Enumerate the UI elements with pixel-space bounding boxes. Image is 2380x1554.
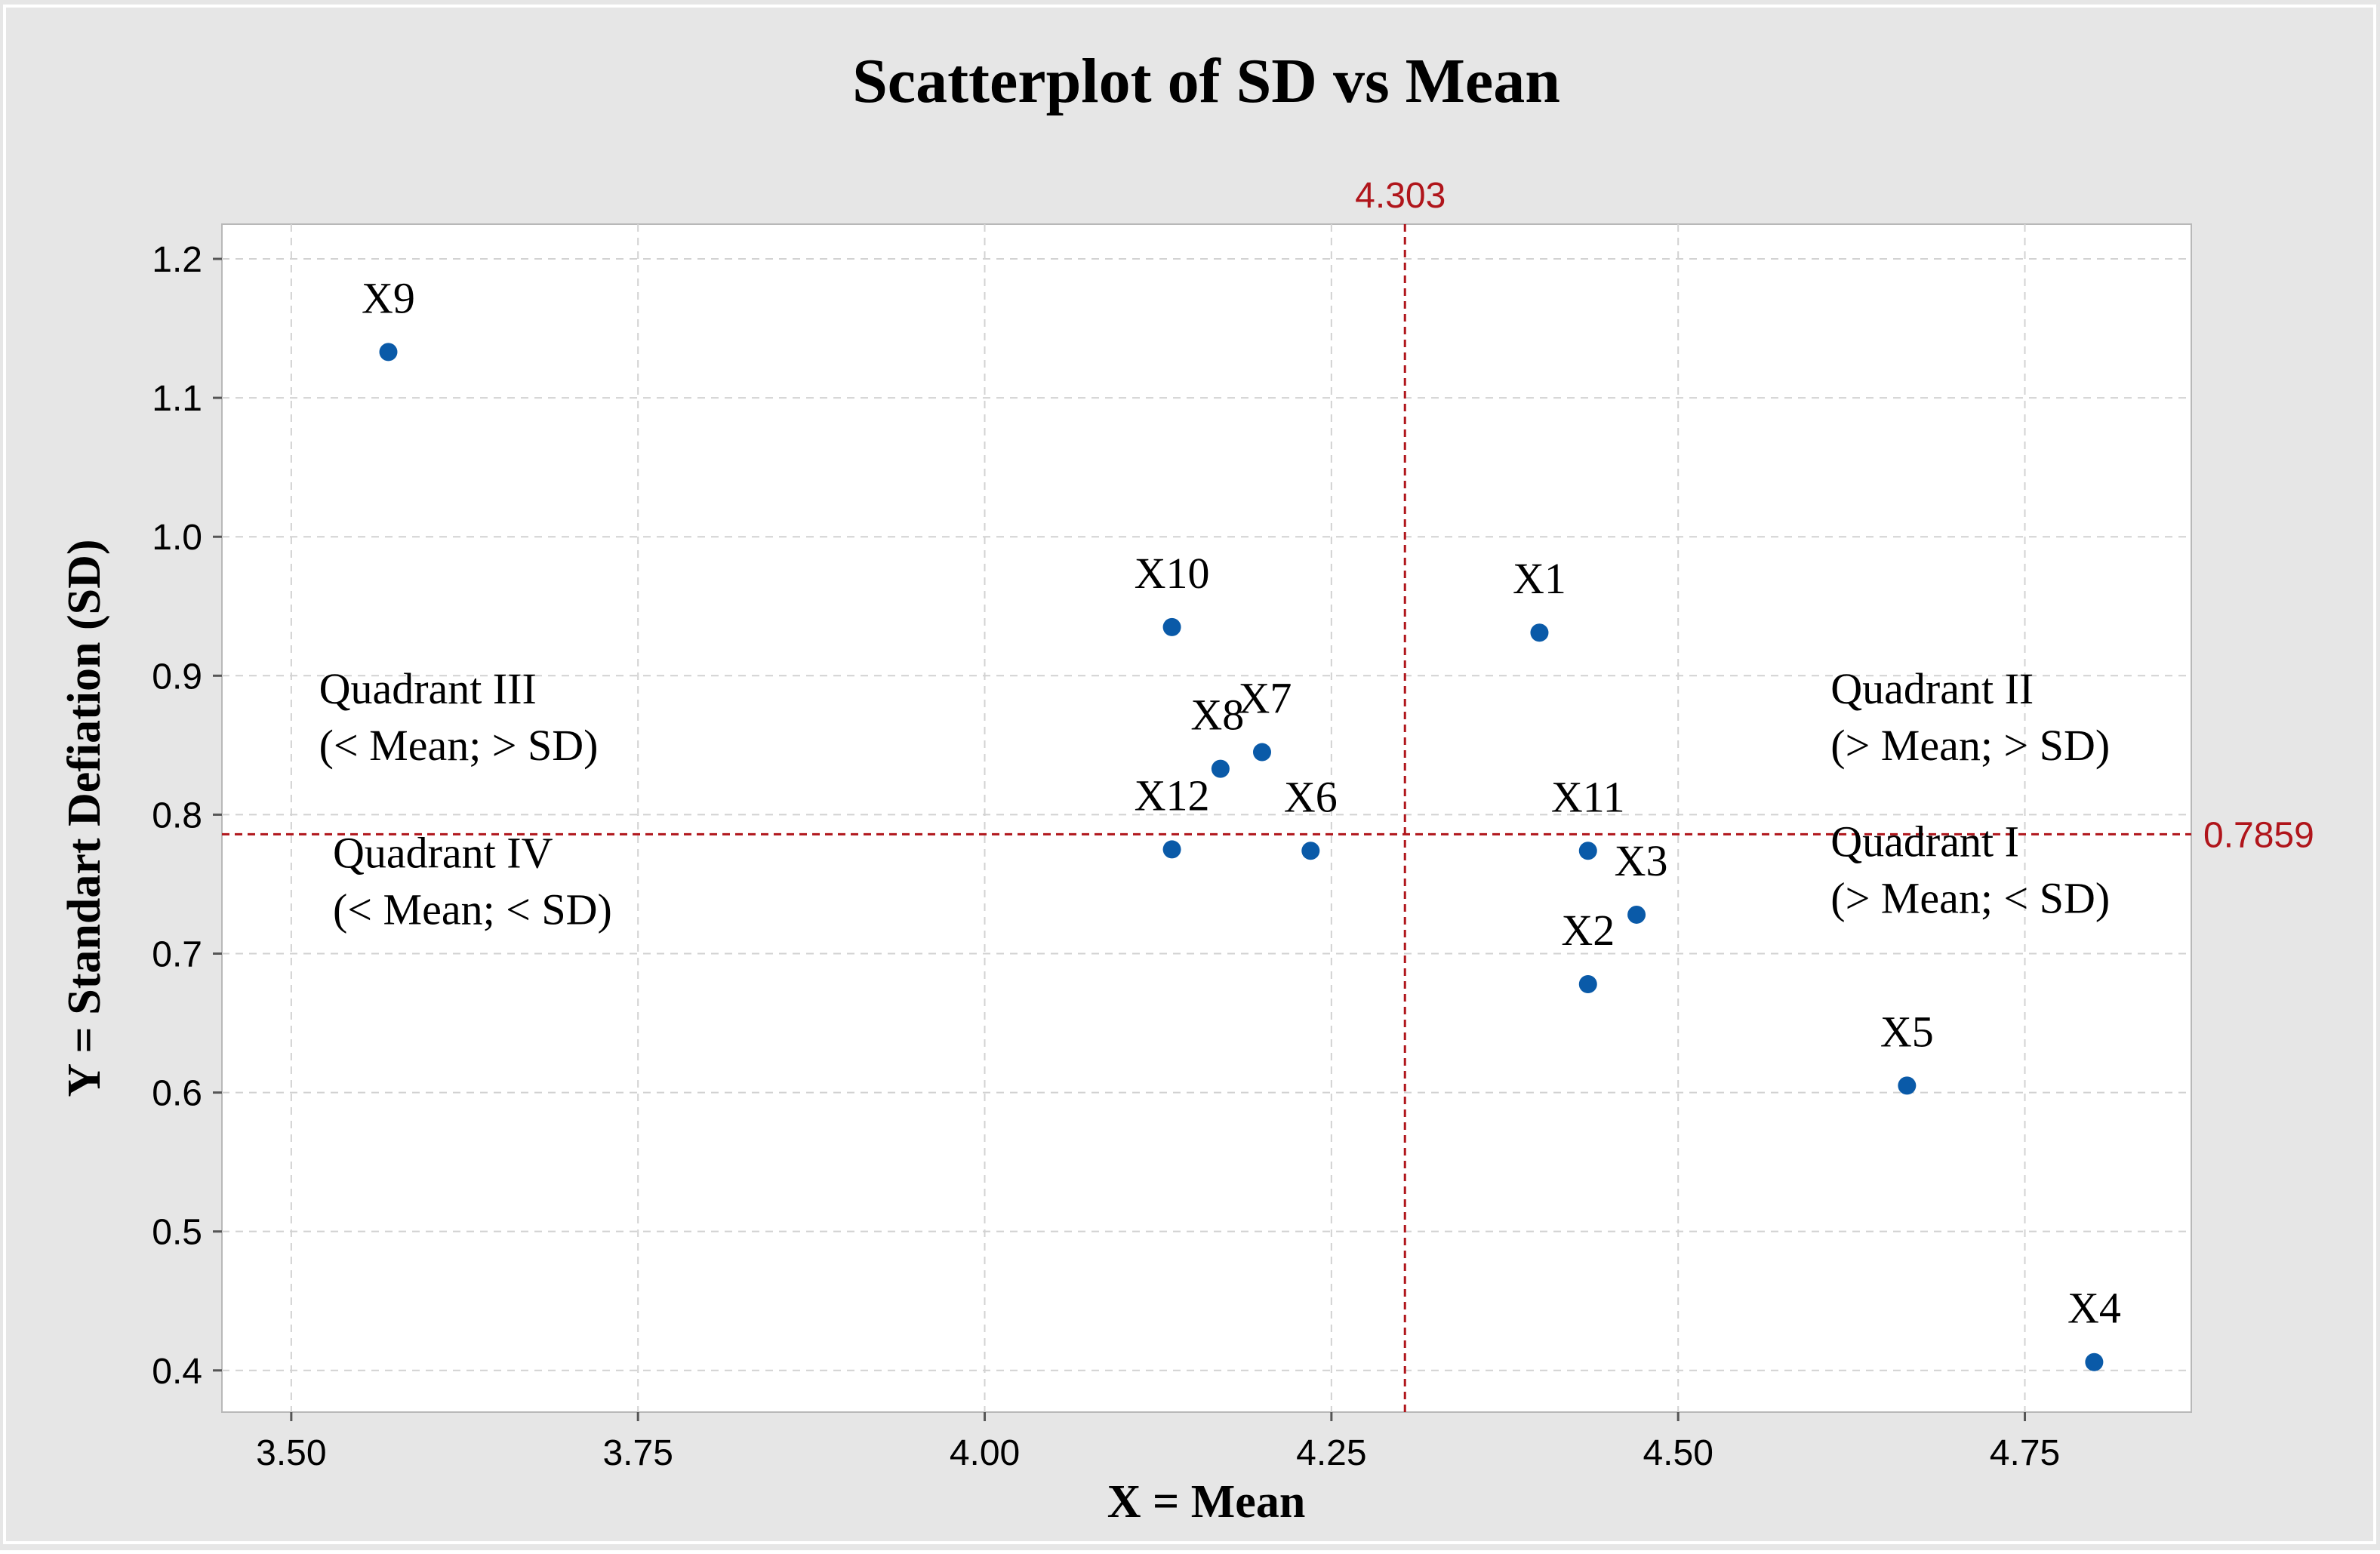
data-point	[1252, 743, 1271, 762]
chart-title: Scatterplot of SD vs Mean	[852, 46, 1560, 116]
data-point-label: X2	[1561, 906, 1615, 955]
quadrant-title: Quadrant II	[1830, 664, 2034, 713]
data-point-label: X11	[1551, 772, 1625, 821]
grid-lines	[222, 224, 2191, 1412]
data-point	[1627, 905, 1646, 924]
data-point-label: X8	[1190, 691, 1244, 740]
x-tick-label: 4.25	[1296, 1433, 1366, 1473]
data-point-label: X7	[1239, 674, 1292, 723]
data-point	[379, 343, 398, 362]
quadrant-title: Quadrant IV	[333, 828, 553, 877]
data-point	[1162, 617, 1181, 636]
y-tick-label: 0.5	[152, 1213, 202, 1253]
y-tick-label: 0.4	[152, 1352, 202, 1392]
x-tick-label: 3.75	[602, 1433, 673, 1473]
x-tick-label: 4.00	[950, 1433, 1020, 1473]
y-tick-label: 0.6	[152, 1074, 202, 1114]
data-point	[1301, 842, 1320, 860]
plot-area	[221, 223, 2192, 1413]
y-tick-label: 1.1	[152, 379, 202, 419]
y-tick-label: 0.7	[152, 934, 202, 974]
data-point	[1578, 974, 1597, 993]
y-tick-label: 0.8	[152, 795, 202, 835]
quadrant-title: Quadrant I	[1830, 817, 2019, 866]
data-point	[1162, 840, 1181, 859]
data-point	[1211, 759, 1230, 778]
quadrant-condition: (> Mean; > SD)	[1830, 721, 2110, 770]
y-tick-label: 0.9	[152, 657, 202, 697]
data-point-label: X5	[1880, 1007, 1934, 1056]
data-point	[1898, 1076, 1917, 1095]
x-axis-label: X = Mean	[1107, 1476, 1306, 1528]
data-point-label: X1	[1513, 554, 1566, 603]
quadrant-annotations: Quadrant III (< Mean; > SD) Quadrant IV (< …	[319, 664, 2111, 934]
y-axis-label: Y = Standart Defiation (SD)	[59, 539, 110, 1097]
x-tick-label: 4.75	[1990, 1433, 2060, 1473]
x-tick-label: 3.50	[256, 1433, 326, 1473]
mean-reference-label: 4.303	[1355, 176, 1446, 216]
quadrant-condition: (< Mean; < SD)	[333, 885, 612, 934]
data-point-label: X9	[362, 273, 415, 322]
data-point-label: X4	[2067, 1284, 2121, 1333]
reference-lines: 4.303 0.7859	[222, 176, 2314, 1412]
x-tick-label: 4.50	[1643, 1433, 1713, 1473]
quadrant-title: Quadrant III	[319, 664, 537, 713]
quadrant-condition: (< Mean; > SD)	[319, 721, 599, 770]
data-point-label: X10	[1135, 549, 1210, 598]
sd-reference-label: 0.7859	[2203, 815, 2314, 855]
y-tick-label: 1.2	[152, 240, 202, 280]
figure-border	[3, 5, 2376, 1544]
data-point-label: X6	[1284, 772, 1338, 821]
data-point-label: X12	[1135, 771, 1210, 820]
y-tick-label: 1.0	[152, 518, 202, 558]
data-point	[1578, 842, 1597, 860]
data-point-label: X3	[1615, 836, 1668, 885]
data-point	[2085, 1352, 2104, 1371]
data-point	[1530, 623, 1549, 642]
quadrant-condition: (> Mean; < SD)	[1830, 874, 2110, 923]
axes: 3.50 3.75 4.00 4.25 4.50 4.75 0.4 0.5 0.6 0.7 0.8 0…	[152, 240, 2060, 1473]
